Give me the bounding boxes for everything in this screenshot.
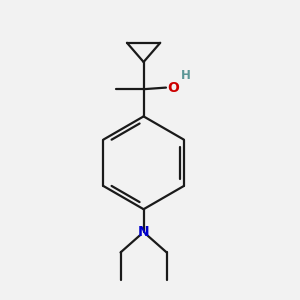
Text: O: O — [167, 81, 179, 95]
Text: H: H — [182, 69, 191, 82]
Text: N: N — [138, 225, 149, 238]
